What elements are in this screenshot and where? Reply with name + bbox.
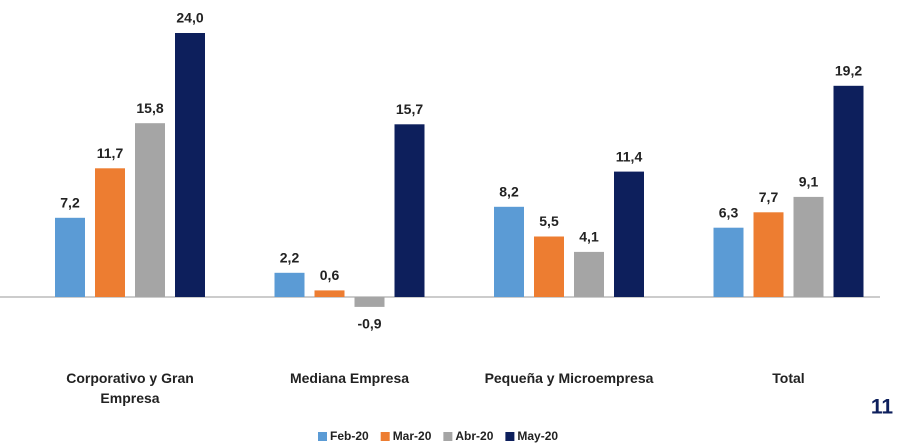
value-label: 8,2 (499, 184, 519, 200)
bar (793, 196, 824, 297)
bar (55, 217, 85, 297)
bar (135, 123, 165, 297)
page-number: 11 (871, 396, 894, 419)
value-label: -0,9 (357, 316, 381, 332)
category-label: Total (772, 370, 805, 386)
value-label: 4,1 (579, 229, 599, 245)
legend-swatch (318, 432, 327, 441)
bar (833, 85, 864, 297)
value-label: 24,0 (176, 10, 203, 26)
bar (753, 212, 784, 297)
value-label: 2,2 (280, 250, 300, 266)
legend-swatch (380, 432, 390, 441)
bar (314, 290, 345, 297)
value-label: 7,7 (759, 189, 779, 205)
value-label: 11,7 (97, 145, 124, 161)
bar (534, 236, 564, 297)
bar (274, 272, 305, 297)
legend-label: Abr-20 (455, 429, 493, 443)
value-label: 5,5 (539, 213, 559, 229)
value-label: 15,8 (136, 100, 163, 116)
category-label: Corporativo y Gran Empresa (66, 370, 194, 406)
value-label: 19,2 (835, 63, 862, 79)
category-label: Pequeña y Microempresa (484, 370, 654, 386)
legend-swatch (505, 432, 515, 441)
legend-label: Feb-20 (330, 429, 369, 443)
bar (713, 227, 744, 297)
value-label: 15,7 (396, 101, 423, 117)
value-label: 11,4 (616, 148, 643, 164)
value-label: 7,2 (60, 195, 80, 211)
bar (394, 124, 425, 297)
bar (574, 251, 604, 297)
legend-swatch (443, 432, 453, 441)
category-label: Mediana Empresa (289, 370, 410, 386)
bar (354, 297, 385, 307)
bar (95, 168, 125, 297)
value-label: 9,1 (799, 174, 819, 190)
legend-label: May-20 (517, 429, 558, 443)
bar (614, 171, 644, 297)
bar (494, 206, 524, 297)
bar (175, 33, 205, 297)
value-label: 0,6 (320, 267, 340, 283)
legend-label: Mar-20 (393, 429, 432, 443)
value-label: 6,3 (719, 204, 739, 220)
